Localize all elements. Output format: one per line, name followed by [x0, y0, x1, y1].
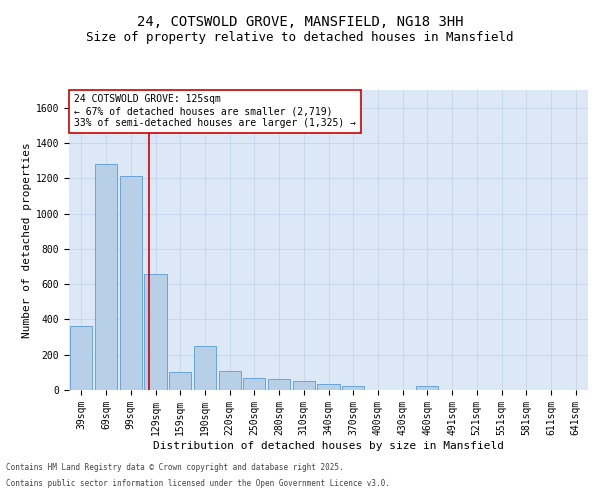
Bar [317, 384, 340, 390]
Bar [218, 370, 241, 390]
Text: Size of property relative to detached houses in Mansfield: Size of property relative to detached ho… [86, 31, 514, 44]
Bar [268, 380, 290, 390]
Text: Contains public sector information licensed under the Open Government Licence v3: Contains public sector information licen… [6, 478, 390, 488]
Bar [416, 386, 439, 390]
Text: 24 COTSWOLD GROVE: 125sqm
← 67% of detached houses are smaller (2,719)
33% of se: 24 COTSWOLD GROVE: 125sqm ← 67% of detac… [74, 94, 356, 128]
Bar [95, 164, 117, 390]
Text: Contains HM Land Registry data © Crown copyright and database right 2025.: Contains HM Land Registry data © Crown c… [6, 464, 344, 472]
Text: 24, COTSWOLD GROVE, MANSFIELD, NG18 3HH: 24, COTSWOLD GROVE, MANSFIELD, NG18 3HH [137, 16, 463, 30]
Bar [145, 274, 167, 390]
Bar [70, 326, 92, 390]
Bar [342, 386, 364, 390]
Bar [169, 372, 191, 390]
X-axis label: Distribution of detached houses by size in Mansfield: Distribution of detached houses by size … [153, 440, 504, 450]
Y-axis label: Number of detached properties: Number of detached properties [22, 142, 32, 338]
Bar [293, 381, 315, 390]
Bar [119, 176, 142, 390]
Bar [243, 378, 265, 390]
Bar [194, 346, 216, 390]
